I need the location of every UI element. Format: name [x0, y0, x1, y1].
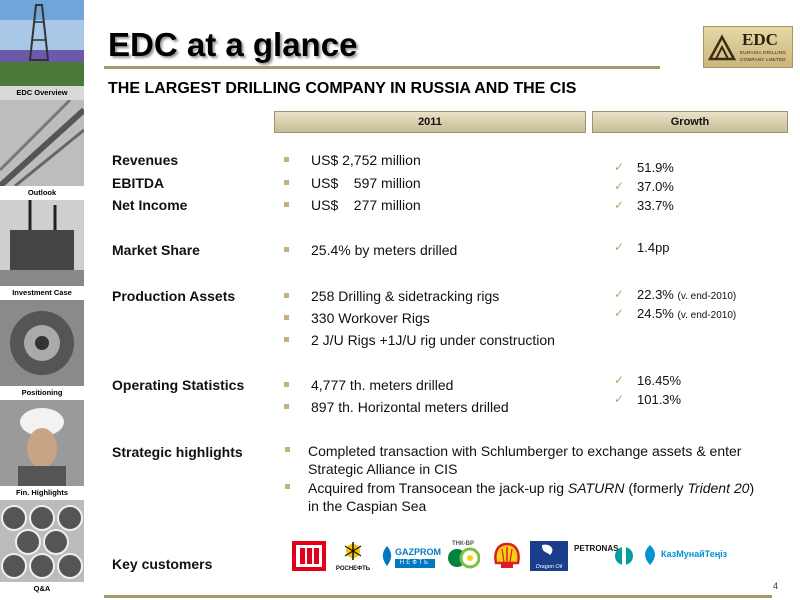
petronas-logo: PETRONAS: [574, 541, 634, 571]
row-label-key-customers: Key customers: [112, 556, 213, 572]
sidebar-item-fin-highlights[interactable]: Fin. Highlights: [0, 486, 84, 500]
edc-logo-subtext-2: COMPANY LIMITED: [740, 57, 786, 62]
footer-divider: [104, 595, 772, 598]
rosneft-logo-icon: [344, 542, 362, 560]
gazprom-flame-icon: [382, 546, 392, 566]
tnk-bp-logo-icon: [448, 547, 481, 569]
edc-logo-subtext-1: EURASIA DRILLING: [740, 50, 787, 55]
bullet-marker: [284, 404, 289, 409]
sidebar-nav: EDC Overview Outlook Investment Case Pos…: [0, 0, 84, 600]
page-title: EDC at a glance: [108, 26, 358, 63]
page-subtitle: THE LARGEST DRILLING COMPANY IN RUSSIA A…: [108, 80, 577, 97]
sidebar-image-offshore-rig: [0, 200, 84, 286]
column-header-growth: Growth: [592, 111, 788, 133]
sidebar-image-escalator: [0, 100, 84, 186]
sidebar-image-machinery: [0, 300, 84, 386]
row-label-strategic-highlights: Strategic highlights: [112, 444, 243, 460]
bullet-marker: [284, 180, 289, 185]
petronas-logo-icon: [615, 547, 633, 565]
bullet-marker: [284, 337, 289, 342]
bullet-marker: [284, 315, 289, 320]
sidebar-image-worker: [0, 400, 84, 486]
bullet-marker: [285, 484, 290, 489]
bullet-marker: [284, 157, 289, 162]
gazprom-neft-logo: GAZPROM НЕФТЬ: [380, 541, 441, 571]
bullet-marker: [284, 202, 289, 207]
row-label-operating-statistics: Operating Statistics: [112, 377, 245, 393]
bullet-marker: [284, 247, 289, 252]
bullet-marker: [284, 293, 289, 298]
sidebar-item-investment-case[interactable]: Investment Case: [0, 286, 84, 300]
checkmark-icon: ✓: [614, 160, 625, 174]
row-label-production-assets: Production Assets: [112, 288, 236, 304]
checkmark-icon: ✓: [614, 306, 625, 320]
kmg-logo-icon: [645, 545, 655, 565]
checkmark-icon: ✓: [614, 392, 625, 406]
edc-logo-text: EDC: [742, 30, 778, 49]
title-divider: [104, 66, 660, 69]
sidebar-item-outlook[interactable]: Outlook: [0, 186, 84, 200]
bullet-marker: [284, 382, 289, 387]
row-label-ebitda: EBITDA: [112, 175, 165, 191]
lukoil-logo-icon: [292, 541, 326, 571]
checkmark-icon: ✓: [614, 198, 625, 212]
checkmark-icon: ✓: [614, 179, 625, 193]
checkmark-icon: ✓: [614, 287, 625, 301]
bullet-marker: [285, 447, 290, 452]
shell-logo-icon: [494, 542, 520, 568]
row-label-revenues: Revenues: [112, 152, 179, 168]
edc-logo-mark-icon: [708, 34, 736, 61]
page-number: 4: [773, 581, 779, 591]
kazmunaiteniz-logo: КазМунайТеңіз: [641, 541, 747, 571]
sidebar-item-qa[interactable]: Q&A: [0, 582, 84, 596]
sidebar-image-pipes: [0, 500, 84, 582]
row-label-market-share: Market Share: [112, 242, 200, 258]
dragon-oil-logo: Dragon Oil: [530, 541, 568, 571]
column-header-2011: 2011: [274, 111, 586, 133]
dragon-oil-logo-icon: [542, 544, 553, 555]
sidebar-item-positioning[interactable]: Positioning: [0, 386, 84, 400]
checkmark-icon: ✓: [614, 240, 625, 254]
row-label-net-income: Net Income: [112, 197, 188, 213]
sidebar-item-edc-overview[interactable]: EDC Overview: [0, 86, 84, 100]
rosneft-logo: РОСНЕФТЬ: [330, 541, 376, 572]
tnk-bp-logo: ТНК-ВР: [446, 541, 481, 571]
edc-logo: EDC EURASIA DRILLING COMPANY LIMITED: [703, 26, 793, 68]
sidebar-image-drilling-rig: [0, 0, 84, 86]
checkmark-icon: ✓: [614, 373, 625, 387]
